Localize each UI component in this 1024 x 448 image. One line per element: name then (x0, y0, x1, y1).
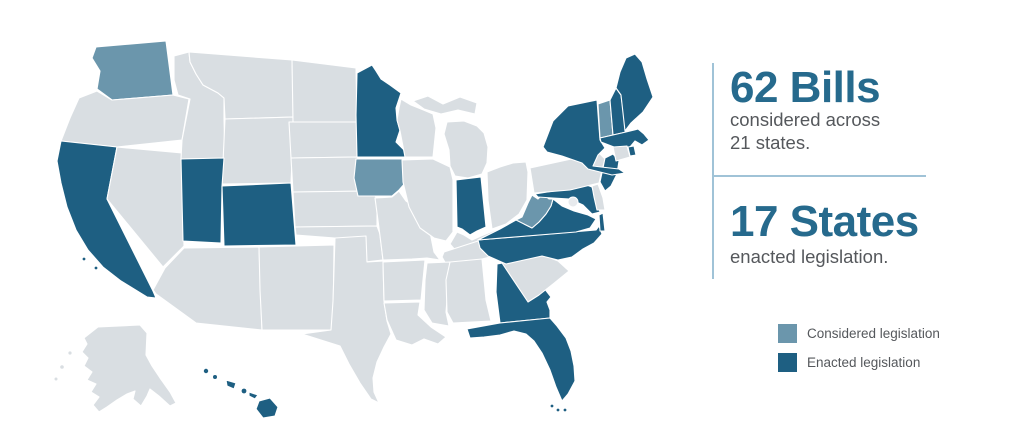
state-OR-default (60, 90, 190, 148)
state-ND-default (291, 59, 358, 123)
island-AK (54, 377, 58, 381)
island-CA (94, 266, 98, 270)
island-FL (556, 408, 560, 412)
state-IA-considered (353, 158, 410, 197)
bills-headline: 62 Bills (730, 63, 881, 112)
state-HI-enacted (248, 391, 259, 400)
state-MN-enacted (355, 64, 406, 158)
island-HI (241, 388, 247, 394)
states-headline: 17 States (730, 197, 919, 246)
island-FL (563, 408, 567, 412)
legend-item-considered: Considered legislation (778, 324, 940, 343)
island-HI (203, 368, 209, 374)
state-CT-default (612, 145, 631, 162)
state-DE-default (591, 183, 606, 211)
state-WY-default (221, 116, 295, 185)
state-AK-default (81, 324, 177, 413)
island-AK (68, 351, 72, 355)
state-ME-enacted (615, 53, 654, 132)
state-AR-default (382, 259, 426, 302)
legend-item-enacted: Enacted legislation (778, 353, 920, 372)
states-subtext-line1: enacted legislation. (730, 246, 889, 267)
state-CA-enacted (56, 140, 157, 299)
state-LA-default (383, 301, 447, 346)
state-FL-enacted (466, 317, 576, 402)
state-SD-default (288, 121, 358, 159)
state-OH-default (486, 161, 529, 230)
considered-legend-swatch (778, 324, 797, 343)
island-CA (82, 257, 86, 261)
considered-legend-label: Considered legislation (807, 326, 940, 341)
state-MA-enacted (599, 128, 650, 148)
state-IL-default (401, 158, 454, 242)
state-MO-default (374, 190, 441, 261)
state-MI-default (412, 95, 478, 115)
state-NM-default (258, 244, 335, 331)
state-MI-default (443, 120, 489, 179)
island-HI (213, 375, 217, 379)
state-UT-enacted (180, 157, 225, 244)
states-subtext: enacted legislation. (730, 246, 888, 269)
state-CO-enacted (221, 182, 297, 247)
bills-subtext: considered across 21 states. (730, 109, 880, 155)
state-AL-default (445, 258, 492, 324)
state-WV-considered (515, 193, 554, 229)
island-FL (550, 404, 554, 408)
accent-horizontal-rule (712, 175, 926, 177)
state-HI-enacted (225, 379, 237, 390)
accent-vertical-rule (712, 63, 714, 279)
enacted-legend-swatch (778, 353, 797, 372)
state-VA-enacted (598, 212, 606, 232)
state-WA-considered (91, 40, 174, 101)
state-NV-default (106, 146, 185, 268)
bills-subtext-line2: 21 states. (730, 131, 811, 153)
dc-marker-dot (567, 196, 579, 208)
enacted-legend-label: Enacted legislation (807, 355, 921, 370)
bills-subtext-line1: considered across (730, 109, 881, 130)
island-AK (60, 365, 64, 369)
state-NY-enacted (542, 99, 626, 176)
state-WI-default (396, 98, 437, 158)
state-IN-enacted (455, 176, 487, 236)
state-HI-enacted (255, 397, 279, 419)
